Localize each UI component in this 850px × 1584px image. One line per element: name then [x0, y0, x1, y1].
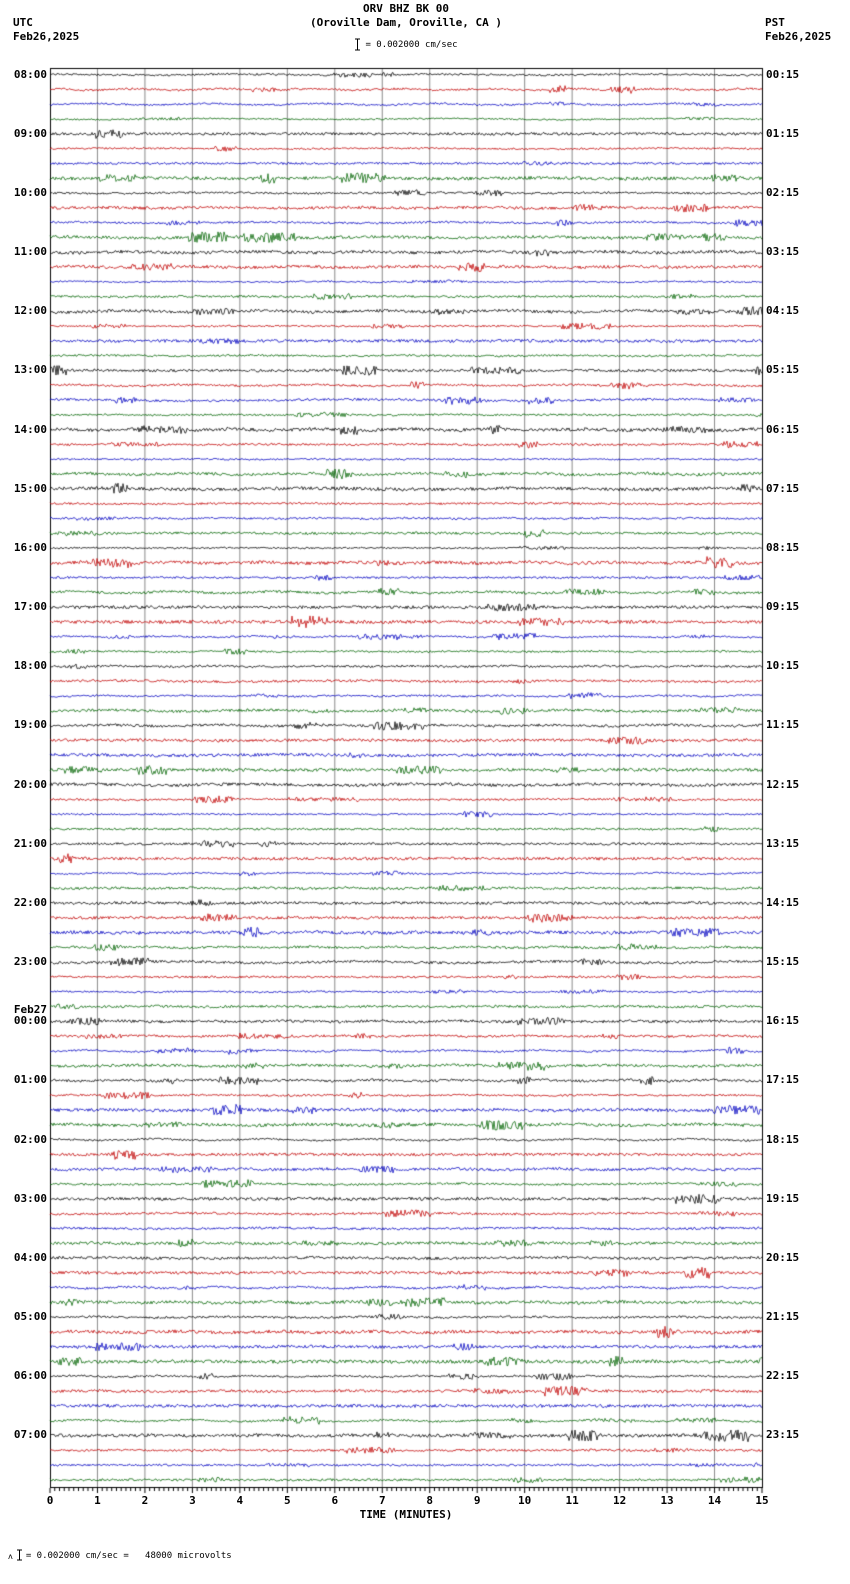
utc-hour-label: 00:00	[13, 1014, 47, 1028]
pst-hour-label: 22:15	[766, 1369, 800, 1383]
pst-hour-label: 16:15	[766, 1014, 800, 1028]
pst-hour-label: 18:15	[766, 1132, 800, 1146]
pst-hour-label: 19:15	[766, 1191, 800, 1205]
footer-prefix: ʌ	[8, 1552, 13, 1561]
utc-hour-label: 16:00	[13, 540, 47, 554]
x-axis-tick-label: 0	[46, 1494, 54, 1507]
x-axis-tick-label: 8	[426, 1494, 434, 1507]
footer-scale-text: = 0.002000 cm/sec = 48000 microvolts	[25, 1551, 232, 1561]
pst-hour-label: 11:15	[766, 718, 800, 732]
utc-hour-label: 06:00	[13, 1369, 47, 1383]
pst-hour-label: 09:15	[766, 600, 800, 614]
pst-hour-label: 00:15	[766, 67, 800, 81]
pst-hour-label: 21:15	[766, 1310, 800, 1324]
pst-hour-label: 06:15	[766, 422, 800, 436]
pst-hour-label: 04:15	[766, 304, 800, 318]
utc-hour-label: 08:00	[13, 67, 47, 81]
utc-hour-label: 18:00	[13, 659, 47, 673]
date-break-label: Feb27	[13, 1002, 47, 1016]
utc-hour-label: 04:00	[13, 1250, 47, 1264]
pst-hour-label: 01:15	[766, 126, 800, 140]
utc-hour-label: 01:00	[13, 1073, 47, 1087]
x-axis-tick-label: 7	[378, 1494, 386, 1507]
x-axis-tick-label: 15	[755, 1494, 769, 1507]
x-axis-title: TIME (MINUTES)	[359, 1508, 453, 1521]
x-axis-tick-label: 4	[236, 1494, 244, 1507]
x-axis-tick-label: 13	[660, 1494, 674, 1507]
utc-hour-label: 19:00	[13, 718, 47, 732]
footer-scale-note: ʌ = 0.002000 cm/sec = 48000 microvolts	[8, 1549, 232, 1561]
utc-hour-label: 07:00	[13, 1428, 47, 1442]
pst-hour-label: 14:15	[766, 895, 800, 909]
pst-hour-label: 12:15	[766, 777, 800, 791]
utc-hour-label: 05:00	[13, 1310, 47, 1324]
pst-hour-label: 17:15	[766, 1073, 800, 1087]
pst-hour-label: 10:15	[766, 659, 800, 673]
pst-hour-label: 13:15	[766, 836, 800, 850]
pst-hour-label: 15:15	[766, 955, 800, 969]
utc-hour-label: 22:00	[13, 895, 47, 909]
x-axis-tick-label: 12	[612, 1494, 627, 1507]
utc-hour-label: 11:00	[13, 245, 47, 259]
pst-hour-label: 02:15	[766, 185, 800, 199]
x-axis-tick-label: 2	[141, 1494, 149, 1507]
utc-hour-label: 10:00	[13, 185, 47, 199]
utc-hour-label: 23:00	[13, 955, 47, 969]
x-axis-tick-label: 10	[518, 1494, 532, 1507]
utc-hour-label: 14:00	[13, 422, 47, 436]
utc-hour-label: 13:00	[13, 363, 47, 377]
x-axis-tick-label: 5	[284, 1494, 291, 1507]
x-axis-tick-label: 6	[331, 1494, 339, 1507]
x-axis-tick-label: 14	[707, 1494, 722, 1507]
utc-hour-label: 20:00	[13, 777, 47, 791]
pst-hour-label: 03:15	[766, 245, 800, 259]
pst-hour-label: 20:15	[766, 1250, 800, 1264]
pst-hour-label: 07:15	[766, 481, 800, 495]
x-axis-tick-label: 1	[94, 1494, 101, 1507]
pst-hour-label: 05:15	[766, 363, 800, 377]
utc-hour-label: 17:00	[13, 600, 47, 614]
utc-hour-label: 15:00	[13, 481, 47, 495]
x-axis-tick-label: 3	[189, 1494, 196, 1507]
utc-hour-label: 09:00	[13, 126, 47, 140]
utc-hour-label: 02:00	[13, 1132, 47, 1146]
pst-hour-label: 23:15	[766, 1428, 800, 1442]
utc-hour-label: 12:00	[13, 304, 47, 318]
utc-hour-label: 21:00	[13, 836, 47, 850]
x-axis-tick-label: 9	[473, 1494, 481, 1507]
footer-scale-bar-icon	[16, 1549, 22, 1561]
x-axis-tick-label: 11	[565, 1494, 579, 1507]
pst-hour-label: 08:15	[766, 540, 800, 554]
utc-hour-label: 03:00	[13, 1191, 47, 1205]
